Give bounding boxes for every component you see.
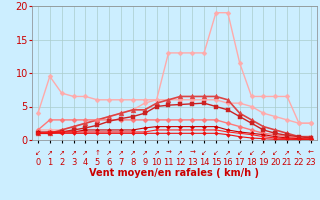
Text: ↙: ↙ (249, 150, 254, 156)
Text: 1: 1 (47, 158, 52, 167)
Text: 15: 15 (211, 158, 221, 167)
Text: ↖: ↖ (296, 150, 302, 156)
Text: 20: 20 (270, 158, 281, 167)
Text: ↙: ↙ (237, 150, 243, 156)
Text: ↗: ↗ (154, 150, 160, 156)
Text: 14: 14 (199, 158, 209, 167)
Text: ↗: ↗ (59, 150, 65, 156)
Text: ↗: ↗ (47, 150, 53, 156)
Text: ↗: ↗ (284, 150, 290, 156)
Text: ↙: ↙ (201, 150, 207, 156)
Text: ↗: ↗ (142, 150, 148, 156)
Text: ↗: ↗ (260, 150, 266, 156)
Text: 2: 2 (59, 158, 64, 167)
Text: ↗: ↗ (118, 150, 124, 156)
Text: 11: 11 (163, 158, 174, 167)
Text: 5: 5 (95, 158, 100, 167)
X-axis label: Vent moyen/en rafales ( km/h ): Vent moyen/en rafales ( km/h ) (89, 168, 260, 178)
Text: 16: 16 (222, 158, 233, 167)
Text: ↙: ↙ (213, 150, 219, 156)
Text: 3: 3 (71, 158, 76, 167)
Text: 13: 13 (187, 158, 197, 167)
Text: 4: 4 (83, 158, 88, 167)
Text: ↗: ↗ (130, 150, 136, 156)
Text: ↗: ↗ (83, 150, 88, 156)
Text: 17: 17 (234, 158, 245, 167)
Text: 6: 6 (107, 158, 112, 167)
Text: ↙: ↙ (35, 150, 41, 156)
Text: ↗: ↗ (71, 150, 76, 156)
Text: ↙: ↙ (272, 150, 278, 156)
Text: 0: 0 (35, 158, 41, 167)
Text: 9: 9 (142, 158, 147, 167)
Text: 10: 10 (151, 158, 162, 167)
Text: ↑: ↑ (94, 150, 100, 156)
Text: ↗: ↗ (106, 150, 112, 156)
Text: 21: 21 (282, 158, 292, 167)
Text: ←: ← (308, 150, 314, 156)
Text: 22: 22 (294, 158, 304, 167)
Text: 12: 12 (175, 158, 186, 167)
Text: 7: 7 (118, 158, 124, 167)
Text: 19: 19 (258, 158, 269, 167)
Text: ↗: ↗ (225, 150, 231, 156)
Text: 8: 8 (130, 158, 136, 167)
Text: 18: 18 (246, 158, 257, 167)
Text: 23: 23 (306, 158, 316, 167)
Text: ↗: ↗ (177, 150, 183, 156)
Text: →: → (165, 150, 172, 156)
Text: →: → (189, 150, 195, 156)
